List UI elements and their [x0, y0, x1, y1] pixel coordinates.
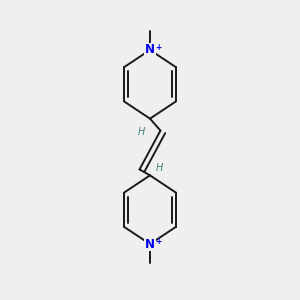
- Text: +: +: [155, 237, 161, 246]
- Text: H: H: [137, 127, 145, 137]
- Text: H: H: [155, 163, 163, 173]
- Text: N: N: [145, 238, 155, 250]
- Text: N: N: [145, 44, 155, 56]
- Text: +: +: [155, 43, 161, 52]
